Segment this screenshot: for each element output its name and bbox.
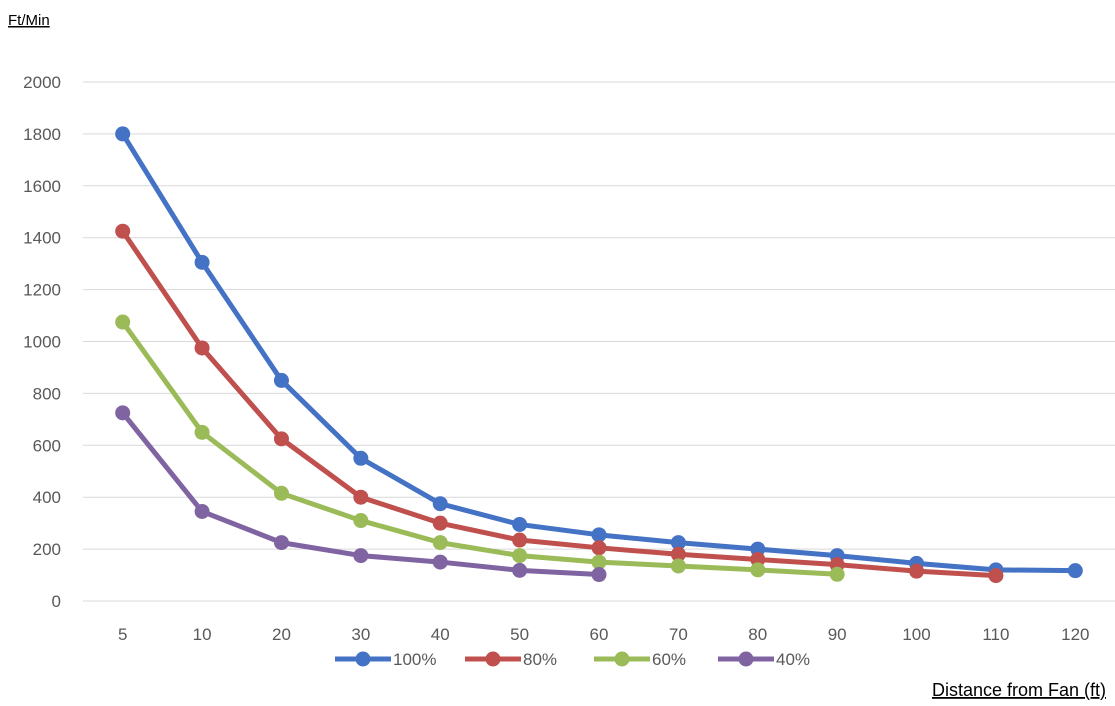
x-tick-label: 70 — [669, 625, 688, 644]
legend-label: 60% — [652, 650, 686, 669]
x-tick-label: 110 — [982, 625, 1009, 644]
data-point — [194, 340, 210, 356]
x-tick-label: 80 — [748, 625, 767, 644]
legend-label: 80% — [523, 650, 557, 669]
data-point — [353, 513, 369, 529]
y-axis-ticks: 0 200 400 600 800 1000 1200 1400 1600 1800 2000 — [23, 73, 61, 611]
y-tick-label: 600 — [33, 436, 61, 455]
series-group — [115, 126, 1083, 584]
data-point — [512, 532, 528, 548]
y-tick-label: 800 — [33, 384, 61, 403]
data-point — [1067, 563, 1083, 579]
x-tick-label: 5 — [118, 625, 127, 644]
x-tick-label: 20 — [272, 625, 291, 644]
legend-item: 40% — [718, 650, 810, 669]
x-tick-label: 60 — [590, 625, 609, 644]
series-100-pct — [115, 126, 1083, 579]
data-point — [909, 563, 925, 579]
series-60-pct — [115, 314, 845, 582]
data-point — [194, 424, 210, 440]
data-point — [591, 540, 607, 556]
data-point — [194, 503, 210, 519]
data-point — [750, 562, 766, 578]
legend-item: 60% — [594, 650, 686, 669]
series-line — [120, 319, 840, 577]
legend-label: 100% — [393, 650, 436, 669]
data-point — [353, 489, 369, 505]
y-tick-label: 200 — [33, 540, 61, 559]
y-tick-label: 1200 — [23, 281, 61, 300]
data-point — [829, 566, 845, 582]
series-line — [120, 228, 999, 579]
data-point — [353, 450, 369, 466]
data-point — [591, 554, 607, 570]
y-tick-label: 1600 — [23, 177, 61, 196]
data-point — [273, 485, 289, 501]
data-point — [670, 546, 686, 562]
data-point — [273, 372, 289, 388]
data-point — [591, 527, 607, 543]
data-point — [591, 567, 607, 583]
x-tick-label: 120 — [1061, 625, 1089, 644]
data-point — [115, 405, 131, 421]
y-tick-label: 1400 — [23, 229, 61, 248]
y-tick-label: 0 — [52, 592, 61, 611]
legend-label: 40% — [776, 650, 810, 669]
series-40-pct — [115, 405, 607, 583]
y-axis-title: Ft/Min — [8, 12, 50, 29]
data-point — [988, 568, 1004, 584]
data-point — [115, 314, 131, 330]
x-tick-label: 10 — [193, 625, 212, 644]
data-point — [750, 541, 766, 557]
legend-item: 80% — [465, 650, 557, 669]
x-tick-label: 90 — [828, 625, 847, 644]
x-tick-label: 100 — [902, 625, 930, 644]
data-point — [670, 558, 686, 574]
data-point — [512, 562, 528, 578]
x-tick-label: 50 — [510, 625, 529, 644]
y-tick-label: 400 — [33, 488, 61, 507]
data-point — [194, 254, 210, 270]
data-point — [670, 535, 686, 551]
legend-swatch-marker — [485, 651, 501, 667]
data-point — [432, 515, 448, 531]
data-point — [432, 554, 448, 570]
data-point — [432, 535, 448, 551]
series-80-pct — [115, 223, 1004, 584]
legend: 100% 80% 60% 40% — [335, 650, 810, 669]
legend-swatch-marker — [355, 651, 371, 667]
legend-item: 100% — [335, 650, 436, 669]
x-tick-label: 30 — [351, 625, 370, 644]
data-point — [512, 516, 528, 532]
x-tick-label: 40 — [431, 625, 450, 644]
data-point — [115, 223, 131, 239]
legend-swatch-marker — [614, 651, 630, 667]
y-tick-label: 2000 — [23, 73, 61, 92]
data-point — [273, 535, 289, 551]
y-tick-label: 1000 — [23, 333, 61, 352]
data-point — [353, 548, 369, 564]
series-line — [120, 131, 1078, 574]
data-point — [115, 126, 131, 142]
data-point — [432, 496, 448, 512]
data-point — [273, 431, 289, 447]
data-point — [750, 551, 766, 567]
y-tick-label: 1800 — [23, 125, 61, 144]
data-point — [512, 548, 528, 564]
x-axis-ticks: 5 10 20 30 40 50 60 70 80 90 100 110 120 — [118, 625, 1090, 644]
legend-swatch-marker — [738, 651, 754, 667]
x-axis-title: Distance from Fan (ft) — [932, 680, 1106, 700]
